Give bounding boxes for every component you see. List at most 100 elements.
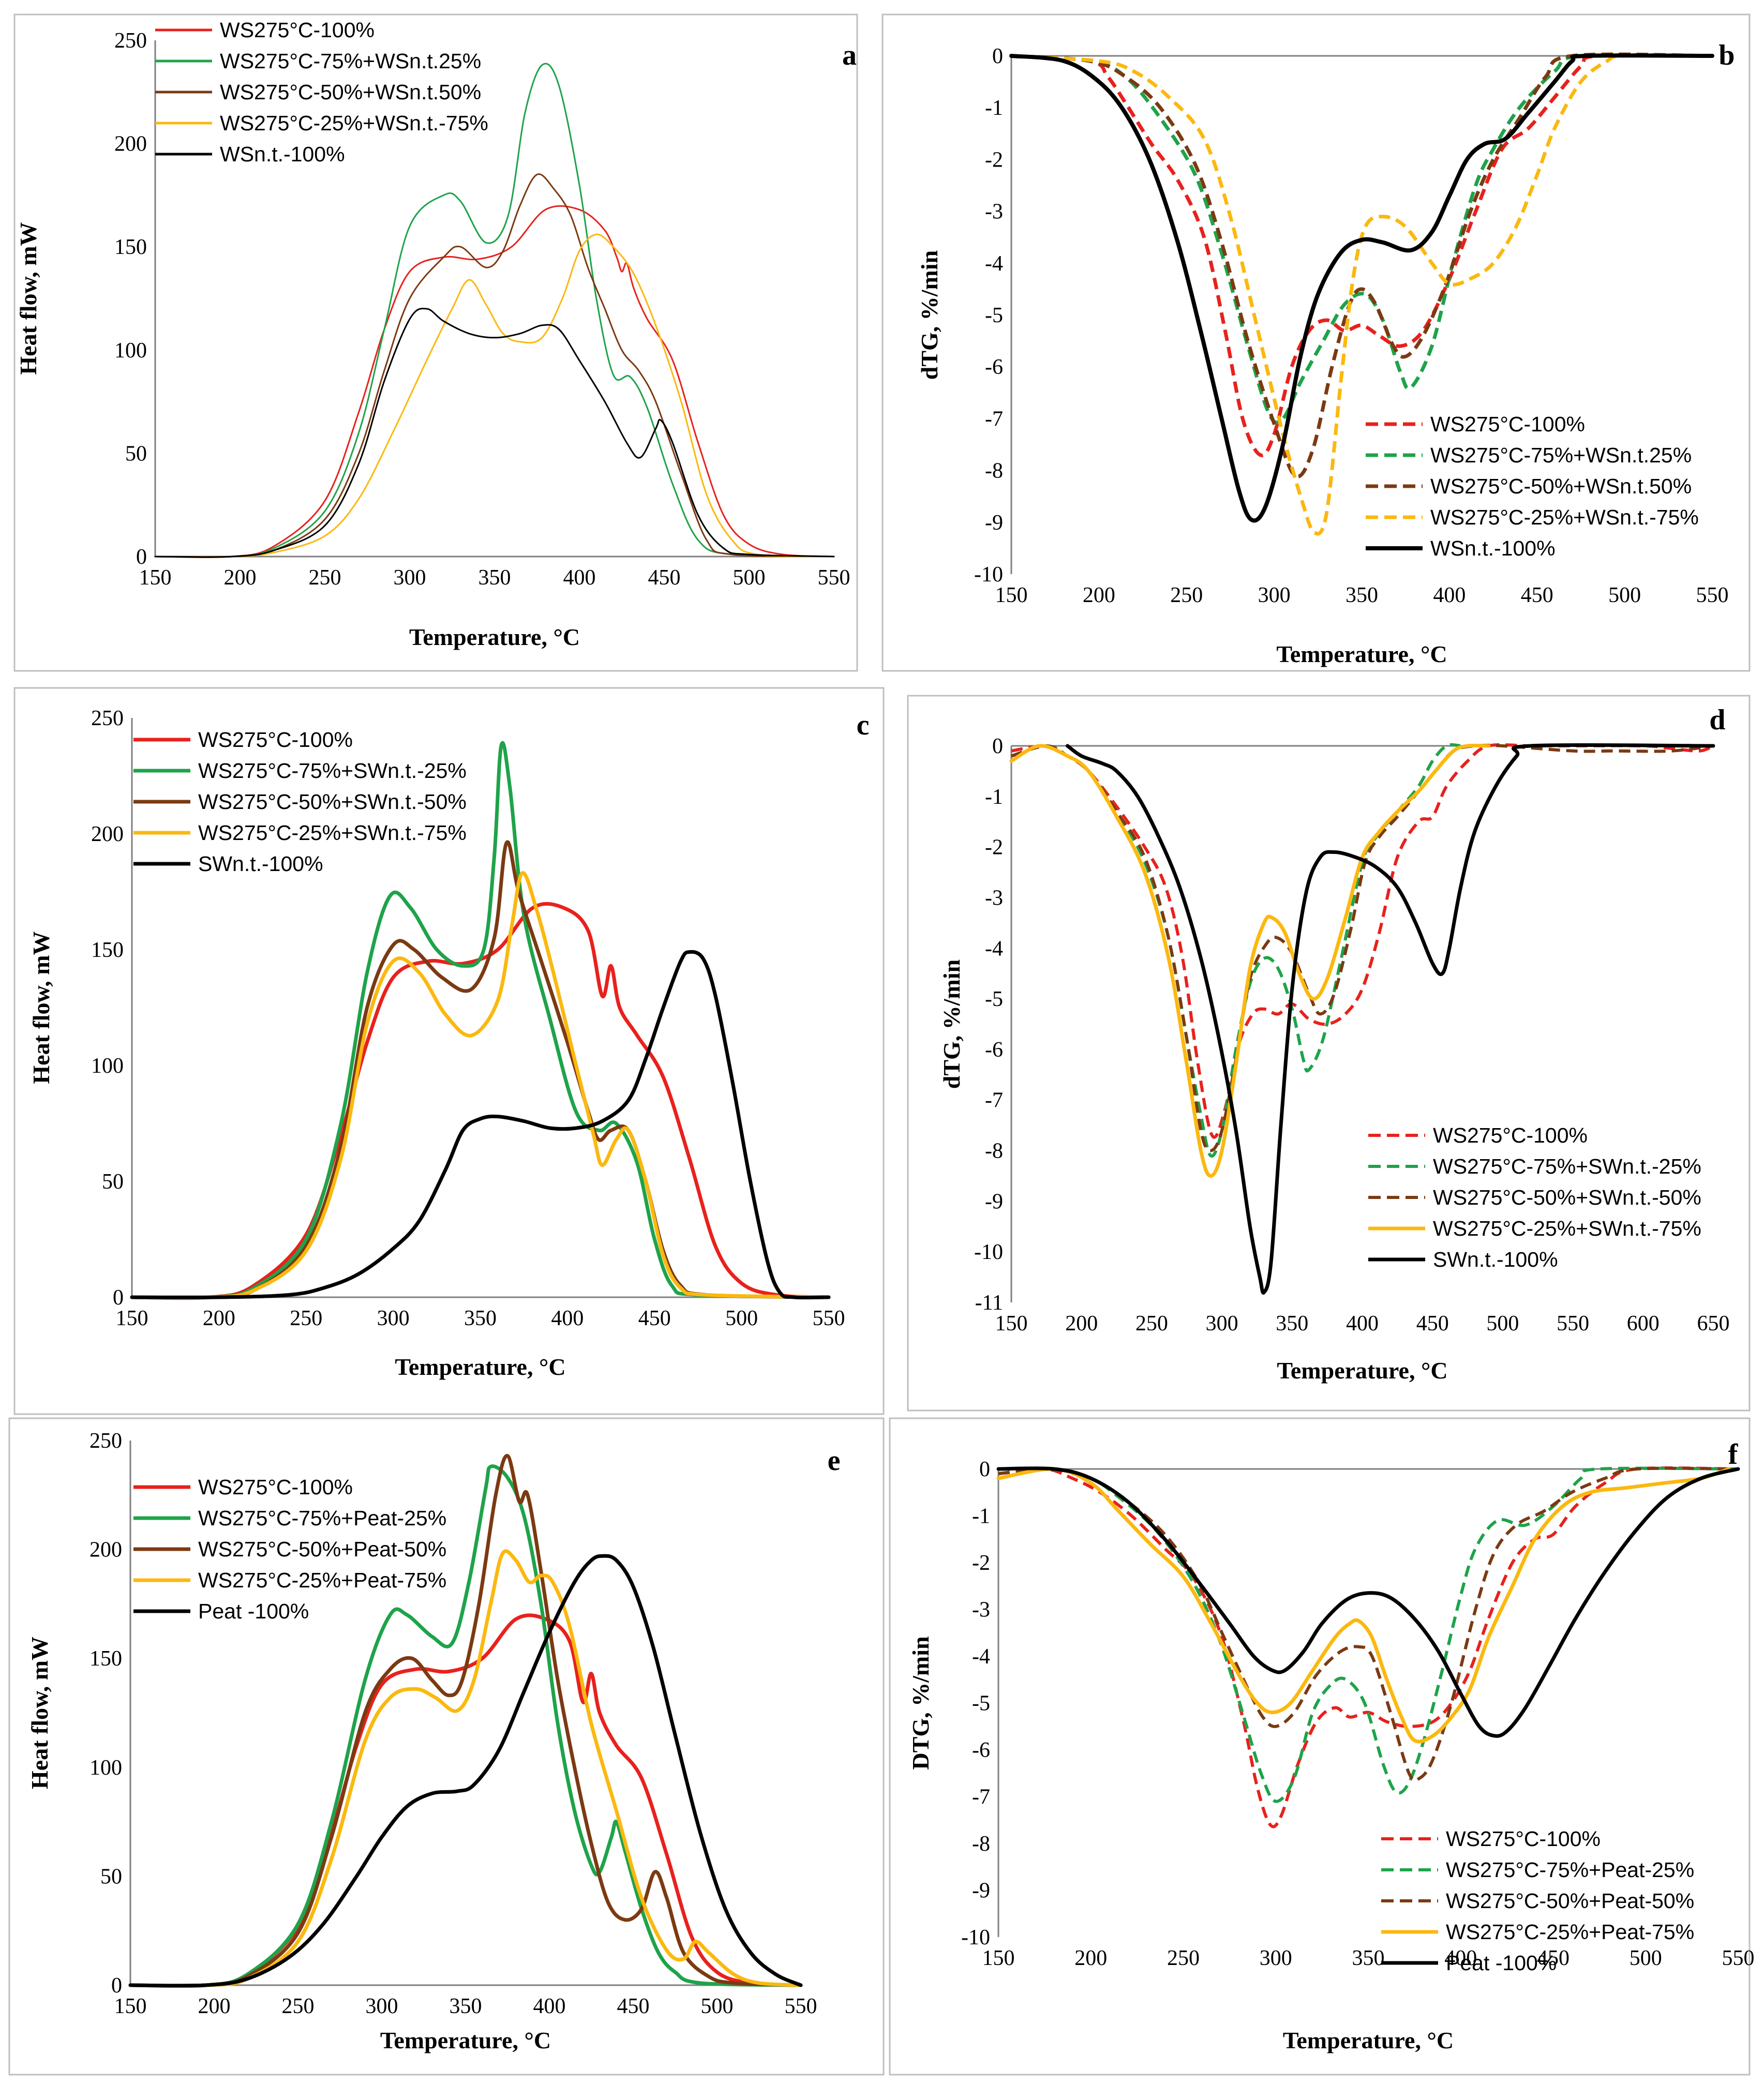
legend-label: WS275°C-100%	[198, 728, 353, 752]
legend-label: WS275°C-50%+Peat-50%	[1446, 1889, 1694, 1913]
y-tick-label: 250	[89, 1429, 122, 1453]
legend-label: WS275°C-50%+WSn.t.50%	[1430, 474, 1692, 498]
y-tick-label: 200	[91, 822, 124, 846]
x-tick-label: 500	[1630, 1946, 1662, 1970]
x-tick-label: 450	[1521, 583, 1553, 607]
series-line	[130, 741, 831, 1300]
series-line	[128, 1454, 803, 1988]
x-axis-title: Temperature, °C	[395, 1354, 565, 1380]
x-tick-label: 200	[1065, 1312, 1098, 1336]
x-tick-label: 550	[818, 566, 850, 590]
series-line	[1066, 743, 1715, 1295]
legend-label: SWn.t.-100%	[198, 852, 323, 876]
legend-label: WS275°C-100%	[198, 1475, 353, 1499]
y-tick-label: 0	[992, 44, 1003, 68]
series-line	[154, 233, 835, 558]
legend-label: WS275°C-25%+SWn.t.-75%	[198, 821, 467, 845]
series-line	[1011, 53, 1713, 536]
panel-letter: b	[1718, 39, 1735, 71]
x-tick-label: 250	[1135, 1312, 1168, 1336]
series-line	[130, 950, 831, 1300]
y-axis-title: dTG, %/min	[916, 250, 943, 380]
x-tick-label: 250	[1167, 1946, 1200, 1970]
series-line	[996, 1467, 1731, 1744]
y-tick-label: -4	[985, 252, 1003, 276]
x-axis-title: Temperature, °C	[1277, 1357, 1447, 1384]
y-axis-title: DTG, %/min	[907, 1636, 934, 1769]
x-axis-title: Temperature, °C	[409, 624, 580, 650]
x-tick-label: 150	[139, 566, 172, 590]
panel-letter: f	[1728, 1438, 1739, 1471]
y-tick-label: -8	[985, 459, 1003, 483]
legend-label: SWn.t.-100%	[1433, 1248, 1558, 1271]
y-tick-label: 0	[113, 1286, 124, 1310]
x-tick-label: 550	[1722, 1946, 1755, 1970]
y-tick-label: -10	[974, 1240, 1003, 1264]
x-tick-label: 400	[1433, 583, 1466, 607]
y-tick-label: 150	[114, 235, 147, 259]
legend-label: WS275°C-50%+SWn.t.-50%	[198, 790, 467, 814]
panel-frame	[13, 687, 885, 1415]
x-axis-title: Temperature, °C	[1283, 2027, 1454, 2053]
y-tick-label: 0	[992, 734, 1003, 758]
x-tick-label: 200	[203, 1307, 235, 1330]
series-line	[998, 1466, 1739, 1803]
panel-frame	[907, 695, 1751, 1412]
x-tick-label: 550	[1557, 1312, 1589, 1336]
panel-frame	[13, 13, 858, 672]
y-tick-label: -10	[961, 1926, 990, 1949]
legend-label: WS275°C-100%	[1446, 1827, 1601, 1851]
y-tick-label: -3	[985, 886, 1003, 910]
x-tick-label: 450	[638, 1307, 671, 1330]
series-line	[154, 173, 835, 558]
x-tick-label: 200	[224, 566, 257, 590]
y-tick-label: -2	[985, 836, 1003, 860]
x-tick-label: 150	[995, 1312, 1028, 1336]
panel-letter: d	[1709, 704, 1725, 736]
x-tick-label: 200	[1083, 583, 1115, 607]
panel-e: 0 50 100 150 200 250 150 200 250 300 350 400 450 500 5…	[8, 1417, 885, 2076]
legend-label: WS275°C-100%	[1433, 1123, 1588, 1147]
y-tick-label: 50	[102, 1170, 124, 1194]
legend-label: WS275°C-50%+WSn.t.50%	[220, 80, 481, 104]
series-line	[154, 63, 835, 558]
y-tick-label: -4	[972, 1645, 990, 1669]
y-tick-label: 0	[111, 1974, 122, 1998]
y-tick-label: -8	[972, 1832, 990, 1856]
x-tick-label: 300	[1260, 1946, 1292, 1970]
legend-label: Peat -100%	[1446, 1951, 1557, 1975]
y-tick-label: -7	[985, 407, 1003, 431]
x-tick-label: 450	[648, 566, 681, 590]
legend-label: WSn.t.-100%	[220, 142, 345, 166]
y-axis-title: Heat flow, mW	[15, 222, 41, 374]
y-tick-label: 200	[114, 132, 147, 156]
series-line	[1011, 743, 1714, 1139]
y-tick-label: -1	[985, 785, 1003, 809]
y-tick-label: 50	[100, 1865, 122, 1888]
series-line	[1009, 743, 1491, 1178]
x-tick-label: 400	[1346, 1312, 1379, 1336]
series-line	[128, 1464, 803, 1988]
x-tick-label: 350	[1352, 1946, 1385, 1970]
y-axis-title: dTG, %/min	[938, 959, 965, 1089]
series-line	[154, 205, 835, 558]
y-tick-label: -6	[985, 355, 1003, 379]
x-tick-label: 400	[551, 1307, 584, 1330]
x-tick-label: 300	[366, 1994, 398, 2018]
series-line	[1011, 53, 1713, 425]
y-axis-title: Heat flow, mW	[28, 931, 54, 1084]
x-tick-label: 450	[1416, 1312, 1449, 1336]
x-tick-label: 200	[198, 1994, 231, 2018]
y-tick-label: 200	[89, 1538, 122, 1562]
legend-label: WS275°C-75%+WSn.t.25%	[1430, 443, 1692, 467]
y-tick-label: -7	[972, 1786, 990, 1809]
x-tick-label: 250	[309, 566, 341, 590]
x-tick-label: 500	[725, 1307, 758, 1330]
series-line	[130, 871, 831, 1300]
y-tick-label: 250	[91, 707, 124, 730]
